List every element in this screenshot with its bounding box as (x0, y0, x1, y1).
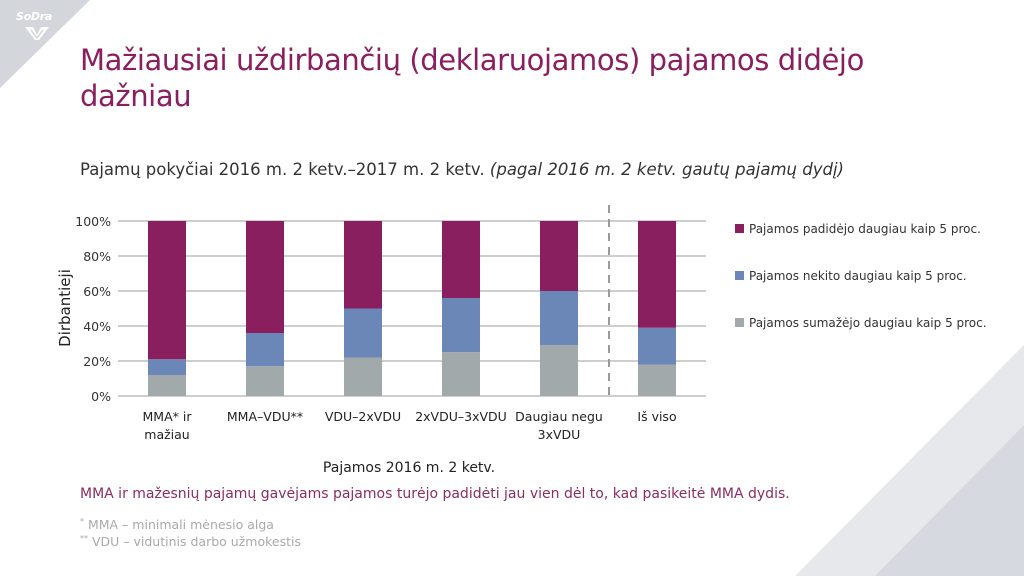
bar-segment (246, 333, 284, 367)
x-tick-label: 3xVDU (538, 427, 581, 442)
legend-swatch (735, 224, 744, 233)
subtitle-main: Pajamų pokyčiai 2016 m. 2 ketv.–2017 m. … (80, 160, 485, 179)
x-tick-label: Daugiau negu (515, 409, 603, 424)
bar-segment (148, 375, 186, 396)
chart-note: MMA ir mažesnių pajamų gavėjams pajamos … (80, 486, 790, 502)
footnote-mma: * MMA – minimali mėnesio alga (80, 517, 274, 532)
logo-emblem-icon (25, 27, 49, 40)
y-axis-label: Dirbantieji (56, 269, 74, 347)
legend-label: Pajamos nekito daugiau kaip 5 proc. (749, 269, 967, 283)
x-tick-label: MMA* ir (143, 409, 193, 424)
y-tick-label: 100% (75, 214, 111, 229)
gridlines (118, 220, 706, 397)
bar-segment (638, 221, 676, 328)
x-tick-label: VDU–2xVDU (325, 409, 401, 424)
bar-segment (442, 298, 480, 353)
bar-segment (638, 327, 676, 365)
bar-segment (638, 364, 676, 396)
legend-label: Pajamos padidėjo daugiau kaip 5 proc. (749, 222, 981, 236)
x-tick-label: mažiau (144, 427, 189, 442)
bar-segment (344, 308, 382, 358)
legend-swatch (735, 318, 744, 327)
bar-segment (246, 221, 284, 333)
footnote-text: VDU – vidutinis darbo užmokestis (91, 534, 301, 550)
footnote-marker: * (80, 517, 84, 526)
logo-text: SoDra (16, 10, 52, 23)
legend-label: Pajamos sumažėjo daugiau kaip 5 proc. (749, 316, 987, 330)
footnote-marker: ** (80, 534, 88, 543)
x-axis-label: Pajamos 2016 m. 2 ketv. (323, 460, 495, 476)
y-tick-label: 60% (83, 284, 111, 299)
bar-segment (344, 221, 382, 309)
x-tick-label: 2xVDU–3xVDU (415, 409, 507, 424)
y-tick-label: 40% (83, 319, 111, 334)
y-tick-labels: 0% 20% 40% 60% 80% 100% (75, 214, 111, 404)
bar-segment (442, 352, 480, 396)
bar-segment (442, 221, 480, 298)
slide-title: Mažiausiai uždirbančių (deklaruojamos) p… (80, 43, 864, 113)
x-tick-label: Iš viso (637, 409, 676, 424)
y-tick-label: 20% (83, 354, 111, 369)
bar-segment (148, 221, 186, 360)
bar-segment (148, 359, 186, 375)
x-tick-label: MMA–VDU** (227, 409, 303, 424)
bars (148, 221, 676, 396)
bar-segment (540, 221, 578, 291)
sodra-logo: SoDra (14, 10, 64, 50)
bar-segment (246, 366, 284, 396)
y-tick-label: 0% (91, 389, 111, 404)
bar-segment (540, 291, 578, 346)
legend-swatch (735, 271, 744, 280)
footnote-vdu: ** VDU – vidutinis darbo užmokestis (80, 534, 301, 549)
bar-segment (540, 345, 578, 396)
x-tick-labels: MMA* ir mažiau MMA–VDU** VDU–2xVDU 2xVDU–3xV… (143, 409, 677, 442)
chart-subtitle: Pajamų pokyčiai 2016 m. 2 ketv.–2017 m. … (80, 160, 844, 179)
y-tick-label: 80% (83, 249, 111, 264)
corner-decoration (0, 0, 90, 88)
legend: Pajamos padidėjo daugiau kaip 5 proc. Paj… (735, 222, 987, 330)
subtitle-italic: (pagal 2016 m. 2 ketv. gautų pajamų dydį… (489, 160, 844, 179)
footnote-text: MMA – minimali mėnesio alga (87, 517, 274, 533)
bar-segment (344, 357, 382, 396)
